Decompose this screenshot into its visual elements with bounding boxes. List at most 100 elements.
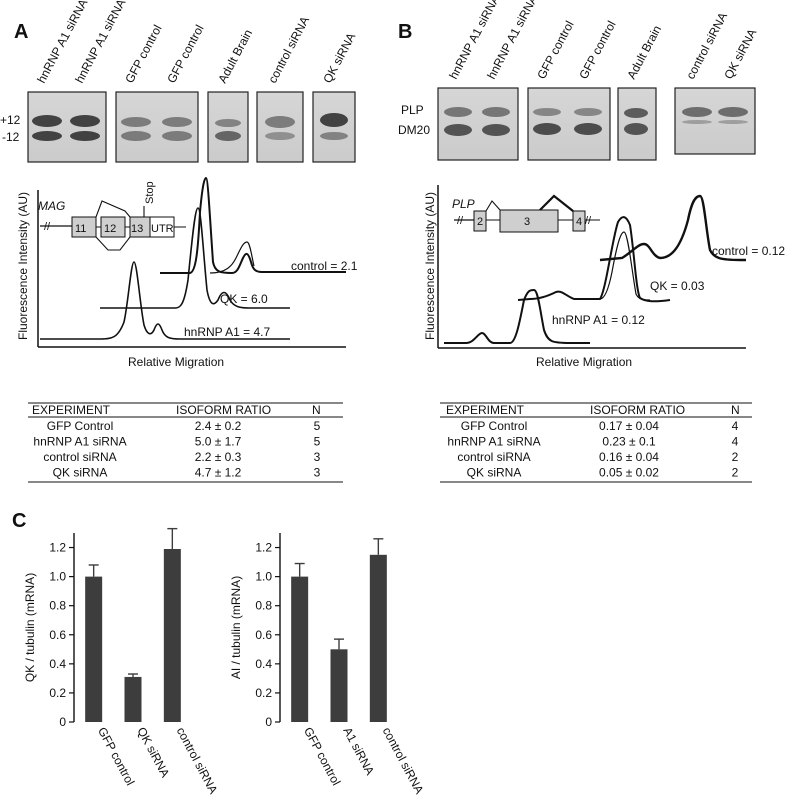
y-tick-label: 0 xyxy=(265,715,272,729)
bar xyxy=(291,576,309,722)
panel-a-table: EXPERIMENT ISOFORM RATIO N GFP Control 2.… xyxy=(28,402,343,483)
y-axis-label: Fluorescence Intensity (AU) xyxy=(423,192,437,340)
band-label-dm20: DM20 xyxy=(398,123,430,137)
trace-label-qk: QK = 0.03 xyxy=(650,279,705,293)
x-axis-label: Relative Migration xyxy=(536,355,632,369)
exon-2 xyxy=(473,210,487,232)
table-cell: 3 xyxy=(314,450,321,464)
trace-label-control: control = 2.1 xyxy=(291,259,358,273)
lane-label: Adult Brain xyxy=(624,23,664,81)
lane-label: GFP control xyxy=(534,18,576,81)
gel-band xyxy=(215,131,241,141)
plp-gene-diagram: PLP // // 2 3 4 xyxy=(452,194,600,233)
lane-label: GFP control xyxy=(576,18,618,81)
panel-b-gel xyxy=(437,87,756,161)
gel-band xyxy=(162,117,192,127)
gel-band xyxy=(162,131,192,141)
table-cell: GFP Control xyxy=(461,419,527,433)
table-cell: 2.4 ± 0.2 xyxy=(195,419,242,433)
table-cell: 5.0 ± 1.7 xyxy=(195,435,242,449)
table-cell: hnRNP A1 siRNA xyxy=(447,435,540,449)
y-tick-label: 0.6 xyxy=(49,628,66,642)
category-label: QK siRNA xyxy=(134,725,172,780)
a1-tubulin-bar-chart: 0 0.2 0.4 0.6 0.8 1.0 1.2 AI / tubulin (mRNA) GF… xyxy=(229,533,426,796)
trace-control xyxy=(160,176,346,275)
table-cell: control siRNA xyxy=(457,450,530,464)
category-label: control siRNA xyxy=(380,725,427,796)
gene-label-plp: PLP xyxy=(452,197,475,211)
bar xyxy=(85,576,103,722)
table-header: EXPERIMENT xyxy=(32,403,111,417)
table-cell: 0.05 ± 0.02 xyxy=(599,466,659,480)
table-cell: 3 xyxy=(314,466,321,480)
lane-label: Adult Brain xyxy=(215,27,255,85)
trace-label-hnrnp: hnRNP A1 = 0.12 xyxy=(552,313,645,327)
trace-label-control: control = 0.12 xyxy=(712,244,785,258)
table-body: GFP Control 2.4 ± 0.2 5 hnRNP A1 siRNA 5.0 ±… xyxy=(33,419,320,480)
gel-box xyxy=(115,91,199,163)
y-tick-label: 0.4 xyxy=(255,657,272,671)
gel-box xyxy=(27,91,107,163)
y-tick-label: 0 xyxy=(59,715,66,729)
exon-label: 4 xyxy=(576,216,582,228)
gel-box xyxy=(437,87,519,161)
gel-band xyxy=(121,131,151,141)
panel-b-table: EXPERIMENT ISOFORM RATIO N GFP Control 0.… xyxy=(440,402,752,483)
category-label: GFP control xyxy=(301,725,343,788)
gel-band xyxy=(320,113,348,127)
table-cell: QK siRNA xyxy=(53,466,108,480)
table-cell: 0.16 ± 0.04 xyxy=(599,450,659,464)
exon-label: UTR xyxy=(151,223,174,235)
table-cell: 2 xyxy=(732,450,739,464)
gel-band xyxy=(70,131,100,141)
qk-tubulin-bar-chart: 0 0.2 0.4 0.6 0.8 1.0 1.2 QK / tubulin (mRNA) GF… xyxy=(23,527,220,796)
lane-label: control siRNA xyxy=(265,14,312,85)
table-cell: QK siRNA xyxy=(467,466,522,480)
panel-b-trace-plot: Fluorescence Intensity (AU) Relative Mig… xyxy=(423,185,785,369)
lane-label: GFP control xyxy=(122,22,164,85)
table-cell: 4 xyxy=(732,419,739,433)
table-cell: 0.23 ± 0.1 xyxy=(602,435,656,449)
table-cell: 2 xyxy=(732,466,739,480)
gel-band xyxy=(121,117,151,127)
panel-c-letter: C xyxy=(12,510,26,532)
bar xyxy=(330,649,348,722)
lane-label: QK siRNA xyxy=(721,27,759,82)
y-tick-label: 0.4 xyxy=(49,657,66,671)
table-header: N xyxy=(312,403,321,417)
y-axis-label: QK / tubulin (mRNA) xyxy=(23,573,37,682)
y-axis-label: AI / tubulin (mRNA) xyxy=(229,576,243,679)
category-label: GFP control xyxy=(95,725,137,788)
table-cell: 2.2 ± 0.3 xyxy=(195,450,242,464)
y-tick-label: 0.8 xyxy=(255,599,272,613)
table-header: ISOFORM RATIO xyxy=(176,403,271,417)
gel-band xyxy=(32,131,62,141)
gel-box xyxy=(674,87,756,155)
exon-label: 2 xyxy=(477,216,483,228)
panel-b-letter: B xyxy=(398,21,412,43)
trace-label-qk: QK = 6.0 xyxy=(220,292,268,306)
break-symbol: // xyxy=(44,221,51,233)
panel-a-letter: A xyxy=(14,21,28,43)
y-tick-label: 0.6 xyxy=(255,628,272,642)
exon-3 xyxy=(499,209,559,233)
table-cell: GFP Control xyxy=(47,419,113,433)
trace-qk xyxy=(100,207,290,309)
break-symbol: // xyxy=(585,215,592,227)
table-cell: 4 xyxy=(732,435,739,449)
gel-band xyxy=(215,119,241,127)
exon-label: 13 xyxy=(131,223,143,235)
y-tick-label: 1.2 xyxy=(49,541,66,555)
band-label-plp: PLP xyxy=(401,103,424,117)
y-tick-label: 0.8 xyxy=(49,599,66,613)
trace-qk-fit xyxy=(599,231,651,301)
gene-label-mag: MAG xyxy=(38,199,65,213)
gel-band xyxy=(265,132,295,140)
y-tick-label: 1.0 xyxy=(255,570,272,584)
table-cell: 5 xyxy=(314,435,321,449)
table-header: EXPERIMENT xyxy=(446,403,525,417)
table-header: ISOFORM RATIO xyxy=(590,403,685,417)
x-axis-label: Relative Migration xyxy=(128,355,224,369)
